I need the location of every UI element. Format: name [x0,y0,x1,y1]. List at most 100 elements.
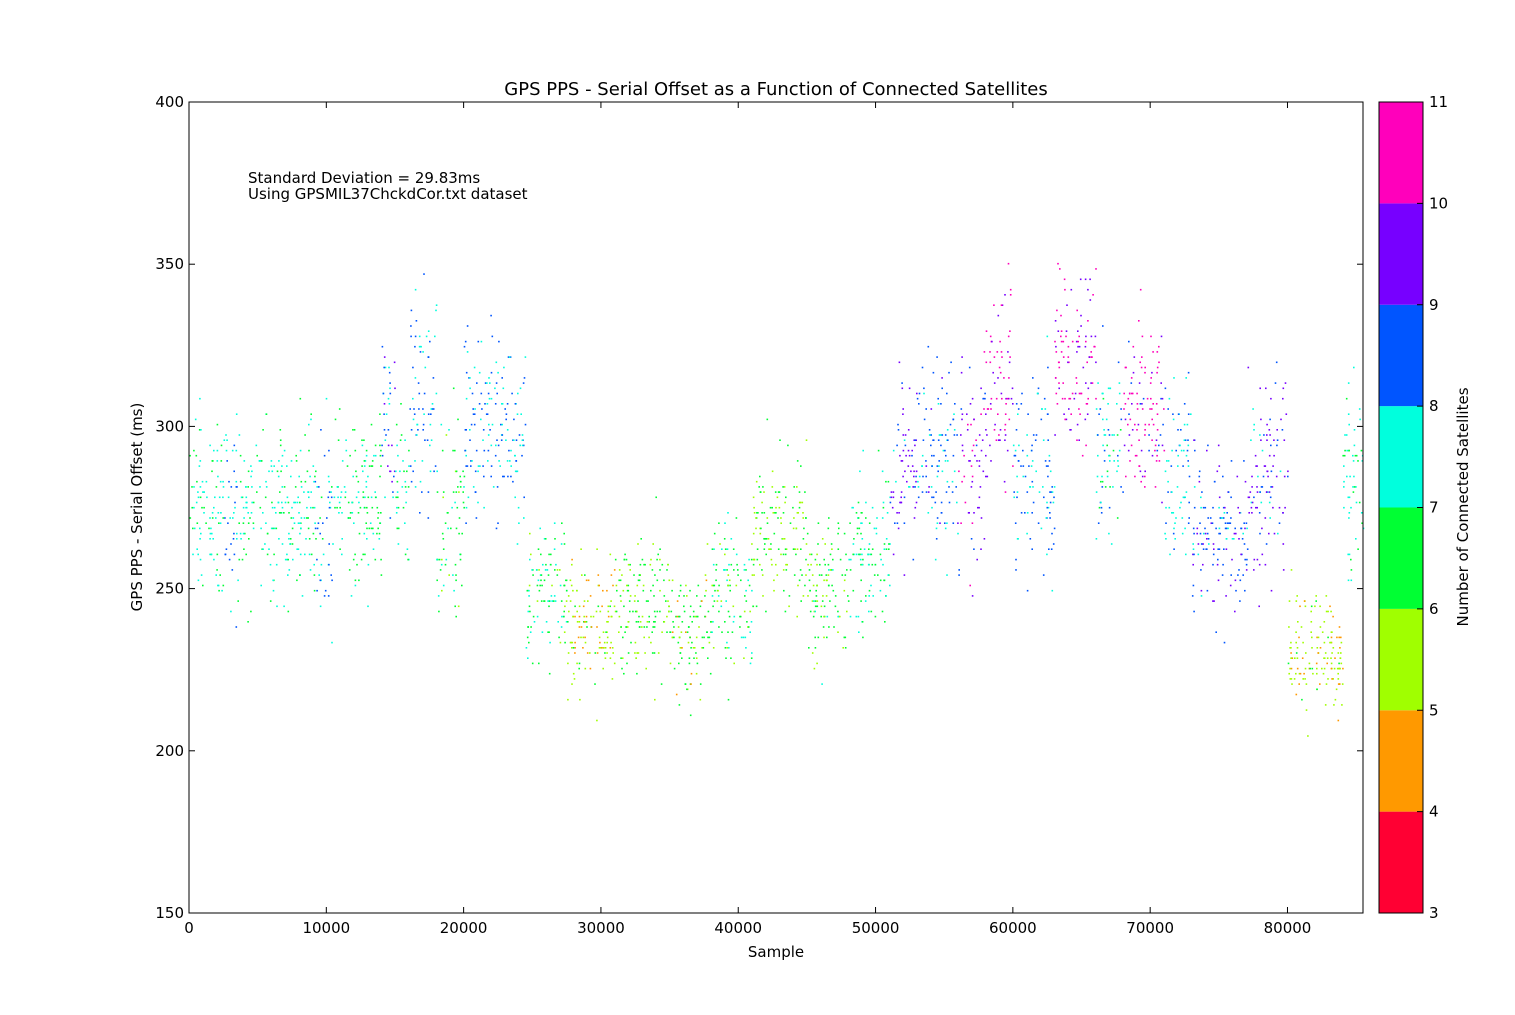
scatter-point [374,454,377,457]
scatter-point [434,335,436,338]
scatter-point [438,610,440,613]
scatter-point [948,501,951,504]
scatter-point [1150,377,1152,379]
scatter-point [823,579,825,582]
scatter-point [805,574,807,576]
scatter-point [1053,496,1055,499]
scatter-point [1110,543,1113,545]
scatter-point [1191,595,1194,597]
scatter-point [679,647,682,649]
scatter-point [378,538,381,540]
scatter-point [1000,392,1003,395]
scatter-point [482,429,485,431]
scatter-point [1357,460,1359,462]
scatter-point [1042,486,1044,488]
scatter-point [1165,506,1167,509]
scatter-point [692,615,695,618]
scatter-point [1015,569,1017,571]
scatter-point [999,429,1002,431]
scatter-point [522,444,525,447]
scatter-point [1259,387,1261,390]
scatter-point [1161,444,1164,447]
scatter-point [1058,366,1061,369]
scatter-point [1264,517,1267,519]
scatter-point [1300,626,1303,628]
scatter-point [226,439,228,441]
scatter-point [1049,470,1052,473]
scatter-point [458,517,461,519]
y-tick-label: 400 [155,93,184,111]
scatter-points [189,262,1365,737]
scatter-point [879,589,882,592]
x-tick-label: 30000 [577,919,625,937]
scatter-point [320,563,323,566]
scatter-point [683,610,686,613]
scatter-point [238,434,241,436]
scatter-point [243,548,245,550]
scatter-point [681,647,683,649]
scatter-point [1301,698,1303,701]
scatter-point [214,496,216,499]
scatter-point [241,558,244,561]
scatter-point [1146,397,1149,400]
scatter-point [612,584,614,587]
scatter-point [1217,579,1220,582]
scatter-point [189,517,192,519]
scatter-point [235,413,238,415]
scatter-point [1325,683,1328,685]
scatter-point [892,491,895,493]
scatter-point [370,465,373,467]
scatter-point [1343,506,1345,509]
scatter-point [796,548,799,550]
scatter-point [1298,683,1300,685]
scatter-point [1054,340,1056,343]
scatter-point [1045,517,1048,519]
scatter-point [1103,429,1105,431]
scatter-point [810,553,813,556]
scatter-point [1265,387,1267,390]
scatter-point [997,314,1000,317]
scatter-point [1337,719,1340,722]
scatter-point [1131,392,1134,395]
scatter-point [315,470,317,473]
scatter-point [732,621,735,623]
scatter-point [527,610,530,613]
scatter-point [916,392,918,395]
scatter-point [594,683,596,685]
scatter-point [822,626,825,628]
scatter-point [898,361,901,364]
scatter-point [814,636,816,639]
scatter-point [883,579,885,582]
scatter-point [1247,496,1250,499]
scatter-point [494,454,497,457]
scatter-point [585,579,588,582]
scatter-point [609,605,611,608]
scatter-point [1255,506,1257,509]
scatter-point [395,512,398,514]
scatter-point [610,574,613,576]
scatter-point [1009,356,1011,358]
scatter-point [1289,667,1291,670]
scatter-point [1230,574,1232,576]
scatter-point [1020,465,1022,467]
scatter-point [216,569,218,571]
scatter-point [923,392,925,395]
scatter-point [1144,486,1146,488]
scatter-point [1269,496,1272,499]
scatter-point [1244,558,1246,561]
scatter-point [816,553,818,556]
scatter-point [625,626,627,628]
scatter-point [817,636,820,639]
colorbar-label: Number of Connected Satellites [1454,387,1472,626]
scatter-point [1224,527,1227,530]
scatter-point [410,480,413,483]
scatter-point [653,621,655,623]
scatter-point [192,527,194,530]
scatter-point [1324,704,1327,706]
scatter-point [712,584,715,587]
scatter-point [476,382,478,384]
scatter-point [792,527,795,530]
scatter-point [239,480,242,483]
scatter-point [508,449,510,452]
scatter-point [394,387,396,390]
